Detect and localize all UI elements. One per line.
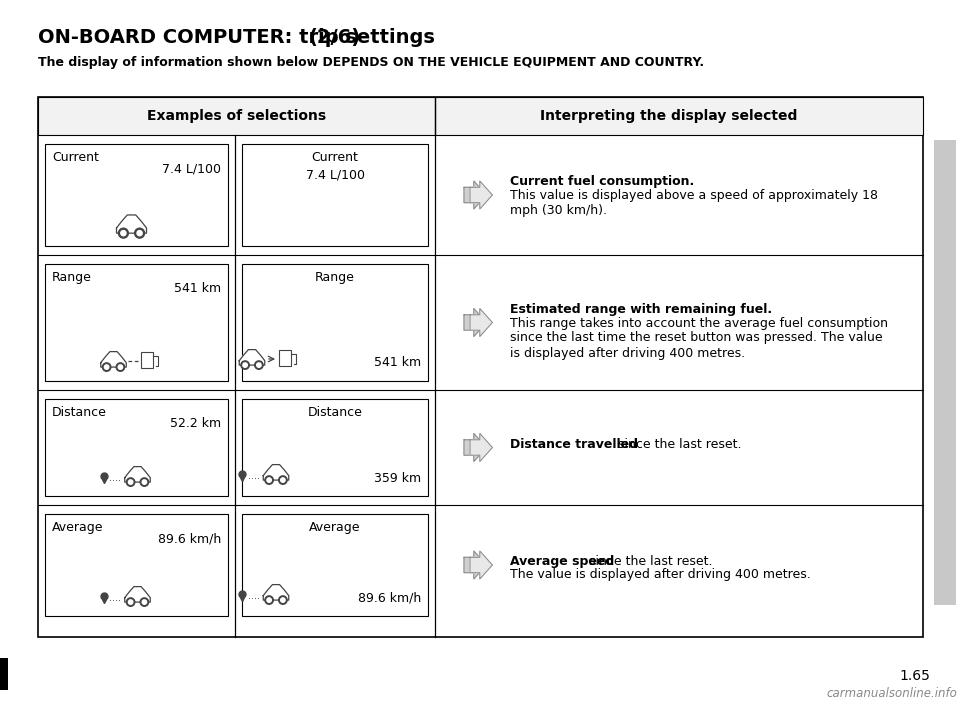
Circle shape bbox=[121, 231, 126, 236]
Text: Current: Current bbox=[312, 151, 358, 164]
Polygon shape bbox=[239, 349, 265, 365]
Text: carmanualsonline.info: carmanualsonline.info bbox=[827, 687, 957, 700]
Circle shape bbox=[127, 478, 134, 486]
Circle shape bbox=[256, 363, 261, 367]
Circle shape bbox=[254, 361, 263, 369]
Text: The value is displayed after driving 400 metres.: The value is displayed after driving 400… bbox=[510, 568, 811, 581]
Circle shape bbox=[267, 478, 272, 482]
Circle shape bbox=[280, 478, 285, 482]
Text: Range: Range bbox=[315, 271, 355, 284]
Circle shape bbox=[241, 361, 250, 369]
Polygon shape bbox=[263, 464, 289, 480]
Text: Average: Average bbox=[309, 521, 361, 534]
Text: Distance travelled: Distance travelled bbox=[510, 437, 638, 451]
Text: 7.4 L/100: 7.4 L/100 bbox=[162, 162, 221, 175]
Circle shape bbox=[127, 598, 134, 606]
Polygon shape bbox=[470, 309, 492, 337]
Bar bbox=[38, 97, 923, 637]
Text: Average: Average bbox=[52, 521, 104, 534]
Circle shape bbox=[116, 363, 125, 371]
Text: ....: .... bbox=[248, 591, 260, 601]
Circle shape bbox=[129, 480, 132, 484]
Text: (2/6): (2/6) bbox=[308, 28, 361, 47]
Text: since the last reset.: since the last reset. bbox=[586, 555, 713, 568]
Text: 541 km: 541 km bbox=[373, 356, 421, 369]
Circle shape bbox=[140, 598, 149, 606]
Bar bbox=[279, 350, 291, 366]
Text: ....: .... bbox=[248, 471, 260, 481]
Text: since the last reset.: since the last reset. bbox=[614, 437, 742, 451]
Circle shape bbox=[103, 363, 110, 371]
Polygon shape bbox=[125, 586, 151, 602]
Circle shape bbox=[140, 478, 149, 486]
Polygon shape bbox=[101, 351, 127, 367]
Text: Interpreting the display selected: Interpreting the display selected bbox=[540, 109, 798, 123]
Text: Range: Range bbox=[52, 271, 92, 284]
Bar bbox=[38, 97, 923, 135]
Bar bbox=[242, 514, 428, 616]
Circle shape bbox=[142, 480, 147, 484]
Text: Distance: Distance bbox=[307, 406, 363, 419]
Polygon shape bbox=[470, 434, 492, 462]
Text: Estimated range with remaining fuel.: Estimated range with remaining fuel. bbox=[510, 302, 772, 315]
Text: 359 km: 359 km bbox=[373, 471, 421, 484]
Circle shape bbox=[118, 228, 129, 238]
Text: ....: .... bbox=[109, 593, 122, 603]
Bar bbox=[242, 399, 428, 496]
Circle shape bbox=[142, 600, 147, 604]
Circle shape bbox=[265, 476, 274, 484]
Polygon shape bbox=[125, 466, 151, 482]
Bar bbox=[45, 144, 228, 246]
Circle shape bbox=[134, 228, 145, 238]
Text: This value is displayed above a speed of approximately 18
mph (30 km/h).: This value is displayed above a speed of… bbox=[510, 189, 878, 217]
Polygon shape bbox=[464, 551, 487, 579]
Text: The display of information shown below DEPENDS ON THE VEHICLE EQUIPMENT AND COUN: The display of information shown below D… bbox=[38, 56, 704, 69]
Polygon shape bbox=[464, 434, 487, 462]
Circle shape bbox=[278, 476, 287, 484]
Polygon shape bbox=[470, 181, 492, 209]
Bar bbox=[242, 144, 428, 246]
Text: Current: Current bbox=[52, 151, 99, 164]
Text: Distance: Distance bbox=[52, 406, 107, 419]
Text: Examples of selections: Examples of selections bbox=[147, 109, 326, 123]
Polygon shape bbox=[470, 551, 492, 579]
Bar bbox=[242, 264, 428, 381]
Text: Average speed: Average speed bbox=[510, 555, 614, 568]
Text: 89.6 km/h: 89.6 km/h bbox=[157, 532, 221, 545]
Polygon shape bbox=[464, 181, 487, 209]
Circle shape bbox=[129, 600, 132, 604]
Bar bbox=[934, 140, 956, 605]
Circle shape bbox=[267, 598, 272, 602]
Text: 89.6 km/h: 89.6 km/h bbox=[358, 591, 421, 604]
Circle shape bbox=[243, 363, 248, 367]
Text: Current fuel consumption.: Current fuel consumption. bbox=[510, 175, 694, 188]
Bar bbox=[0, 658, 8, 690]
Polygon shape bbox=[464, 309, 487, 337]
Text: 52.2 km: 52.2 km bbox=[170, 417, 221, 430]
Bar bbox=[45, 264, 228, 381]
Text: 1.65: 1.65 bbox=[900, 669, 930, 683]
Circle shape bbox=[278, 596, 287, 604]
Circle shape bbox=[105, 365, 108, 369]
Text: ....: .... bbox=[109, 473, 122, 483]
Text: ON-BOARD COMPUTER: trip settings: ON-BOARD COMPUTER: trip settings bbox=[38, 28, 442, 47]
Circle shape bbox=[137, 231, 142, 236]
Bar bbox=[140, 352, 153, 368]
Circle shape bbox=[265, 596, 274, 604]
Circle shape bbox=[280, 598, 285, 602]
Text: This range takes into account the average fuel consumption
since the last time t: This range takes into account the averag… bbox=[510, 317, 888, 359]
Text: 541 km: 541 km bbox=[174, 282, 221, 295]
Polygon shape bbox=[263, 584, 289, 600]
Bar bbox=[45, 514, 228, 616]
Polygon shape bbox=[116, 215, 147, 233]
Text: 7.4 L/100: 7.4 L/100 bbox=[305, 169, 365, 182]
Bar bbox=[45, 399, 228, 496]
Circle shape bbox=[118, 365, 123, 369]
